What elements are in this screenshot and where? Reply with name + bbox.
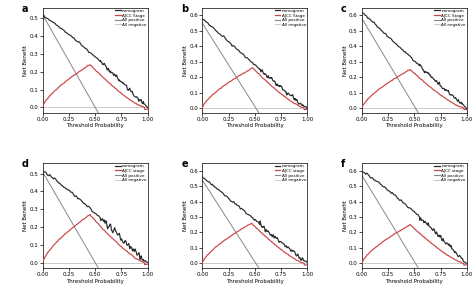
X-axis label: Threshold Probability: Threshold Probability [66,123,124,128]
Text: b: b [181,3,188,14]
Text: c: c [341,3,346,14]
Legend: nomogram, AJCC stage, All positive, All negative: nomogram, AJCC stage, All positive, All … [115,164,147,183]
X-axis label: Threshold Probability: Threshold Probability [226,278,283,284]
Legend: nomogram, AJCC stage, All positive, All negative: nomogram, AJCC stage, All positive, All … [434,164,466,183]
Legend: nomogram, AJCC Stage, All positive, All negative: nomogram, AJCC Stage, All positive, All … [115,9,147,27]
X-axis label: Threshold Probability: Threshold Probability [385,123,443,128]
Text: f: f [341,159,345,169]
Y-axis label: Net Benefit: Net Benefit [343,45,347,75]
Legend: nomogram, AJCC Stage, All positive, All negative: nomogram, AJCC Stage, All positive, All … [434,9,466,27]
Legend: nomogram, AJCC Stage, All positive, All negative: nomogram, AJCC Stage, All positive, All … [274,9,307,27]
Y-axis label: Net Benefit: Net Benefit [343,200,347,231]
Text: a: a [22,3,28,14]
Text: e: e [181,159,188,169]
Legend: nomogram, AJCC stage, All positive, All negative: nomogram, AJCC stage, All positive, All … [274,164,307,183]
X-axis label: Threshold Probability: Threshold Probability [66,278,124,284]
X-axis label: Threshold Probability: Threshold Probability [385,278,443,284]
Y-axis label: Net Benefit: Net Benefit [183,200,188,231]
Y-axis label: Net Benefit: Net Benefit [183,45,188,75]
Y-axis label: Net Benefit: Net Benefit [23,200,28,231]
X-axis label: Threshold Probability: Threshold Probability [226,123,283,128]
Y-axis label: Net Benefit: Net Benefit [23,45,28,75]
Text: d: d [22,159,28,169]
